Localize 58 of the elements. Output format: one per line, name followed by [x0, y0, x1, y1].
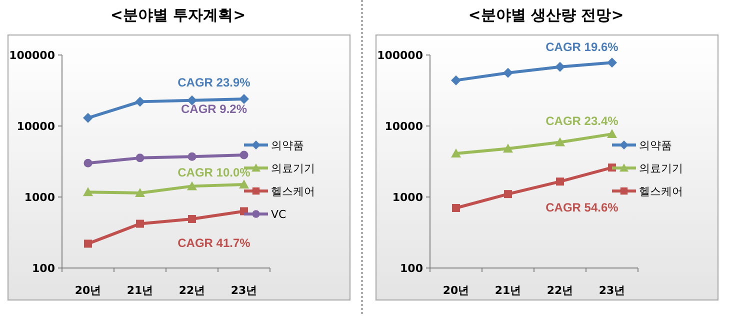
- legend-label: 헬스케어: [639, 185, 683, 198]
- chart-title: <분야별 생산량 전망>: [468, 6, 624, 24]
- point: [555, 137, 565, 146]
- point: [555, 62, 565, 72]
- point: [136, 220, 144, 228]
- annotation: CAGR 23.4%: [546, 114, 619, 128]
- x-tick-label: 22년: [178, 284, 206, 297]
- x-tick-label: 22년: [546, 284, 574, 297]
- annotation: CAGR 54.6%: [546, 200, 619, 215]
- x-tick-label: 21년: [126, 284, 154, 297]
- x-tick-label: 20년: [442, 284, 470, 297]
- point: [503, 68, 513, 78]
- point: [135, 96, 145, 107]
- annotation: CAGR 10.0%: [178, 165, 251, 180]
- legend-label: 의약품: [271, 139, 304, 152]
- point: [452, 204, 460, 212]
- y-tick-label: 100: [400, 262, 424, 275]
- point: [239, 94, 249, 104]
- chart-title: <분야별 투자계획>: [110, 6, 246, 24]
- y-tick-label: 10000: [384, 120, 424, 133]
- y-tick-label: 100000: [9, 49, 56, 62]
- legend-label: 의약품: [639, 139, 672, 152]
- legend-label: VC: [271, 208, 287, 221]
- text: CAGR 19.6%: [546, 40, 619, 54]
- point: [188, 214, 196, 223]
- annotation: CAGR 23.9%: [178, 76, 251, 90]
- point: [188, 152, 196, 161]
- legend-label: 의료기기: [271, 162, 315, 175]
- point: [187, 95, 197, 106]
- point: [84, 158, 92, 168]
- point: [83, 187, 93, 196]
- x-tick-label: 23년: [598, 284, 626, 297]
- point: [239, 180, 249, 188]
- point: [451, 148, 461, 158]
- annotation: CAGR 41.7%: [178, 236, 251, 250]
- point: [607, 129, 617, 138]
- point: [503, 144, 513, 153]
- annotation: CAGR 9.2%: [180, 102, 248, 116]
- x-tick-label: 21년: [494, 284, 522, 297]
- point: [136, 154, 144, 162]
- legend-label: 헬스케어: [271, 185, 315, 198]
- point: [83, 112, 93, 123]
- point: [504, 190, 512, 198]
- point: [84, 240, 92, 248]
- point: [135, 188, 145, 197]
- legend-label: 의료기기: [639, 162, 683, 175]
- y-tick-label: 1000: [392, 191, 424, 204]
- y-tick-label: 10000: [16, 120, 56, 133]
- y-tick-label: 100000: [377, 49, 424, 62]
- point: [451, 75, 461, 86]
- point: [240, 150, 248, 160]
- y-tick-label: 100: [32, 262, 56, 275]
- x-tick-label: 23년: [230, 284, 258, 297]
- point: [556, 178, 564, 186]
- point: [187, 181, 197, 190]
- x-tick-label: 20년: [74, 284, 102, 297]
- point: [607, 58, 617, 68]
- y-tick-label: 1000: [24, 191, 56, 204]
